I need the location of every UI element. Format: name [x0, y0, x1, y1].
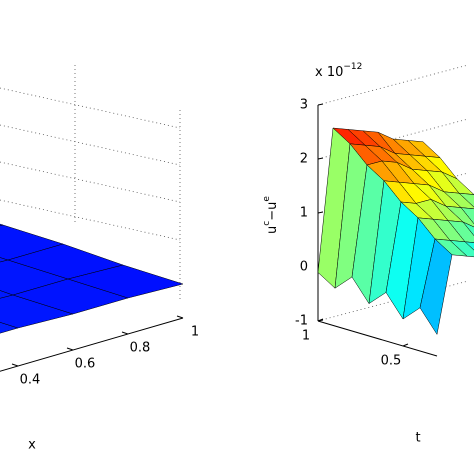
- z-label-part: u: [265, 226, 280, 234]
- exponent-power: −12: [343, 62, 362, 72]
- x-axis-label: x: [28, 438, 36, 453]
- tick-mark: [66, 347, 74, 351]
- surface-patch: [0, 290, 14, 299]
- grid-line: [0, 87, 181, 129]
- grid-line: [0, 161, 181, 203]
- surface-patch: [67, 264, 184, 299]
- x-tick-label: 1: [191, 325, 199, 340]
- grid-line: [0, 124, 181, 166]
- z-tick-label: 2: [300, 152, 308, 167]
- tick-mark: [176, 315, 184, 319]
- t-axis-label: t: [415, 431, 420, 446]
- x-tick-label: 0.8: [130, 341, 151, 356]
- x-axis: [0, 317, 184, 372]
- surface-patch: [0, 257, 9, 263]
- z-tick-label: -1: [295, 314, 308, 329]
- x-tick-label: 0.6: [75, 357, 96, 372]
- tick-mark: [317, 157, 324, 160]
- t-tick-label: 0.5: [381, 354, 402, 369]
- right-surface: [317, 64, 474, 357]
- tick-mark: [317, 103, 324, 106]
- z-tick-label: 3: [300, 98, 308, 113]
- surface-patch: [419, 238, 453, 336]
- left-surface: [0, 223, 184, 372]
- t-tick-label: 1: [302, 329, 310, 344]
- z-tick-label: 0: [300, 260, 308, 275]
- exponent-base: x 10: [315, 65, 343, 80]
- left-back-grid: [0, 65, 181, 300]
- z-label-sup: e: [262, 196, 272, 202]
- z-label-sup: c: [262, 221, 272, 226]
- z-axis-label: uc−ue: [262, 196, 280, 234]
- tick-mark: [121, 331, 129, 335]
- z-tick-label: 1: [300, 206, 308, 221]
- t-axis: [317, 320, 438, 357]
- tick-mark: [317, 211, 324, 214]
- tick-mark: [11, 363, 19, 367]
- surface-patch: [0, 322, 19, 334]
- exponent-label: x 10−12: [315, 62, 362, 80]
- grid-line: [0, 199, 181, 241]
- tick-mark: [402, 343, 409, 347]
- z-label-part: −u: [265, 202, 280, 221]
- tick-mark: [317, 318, 324, 322]
- x-tick-label: 0.4: [20, 373, 41, 388]
